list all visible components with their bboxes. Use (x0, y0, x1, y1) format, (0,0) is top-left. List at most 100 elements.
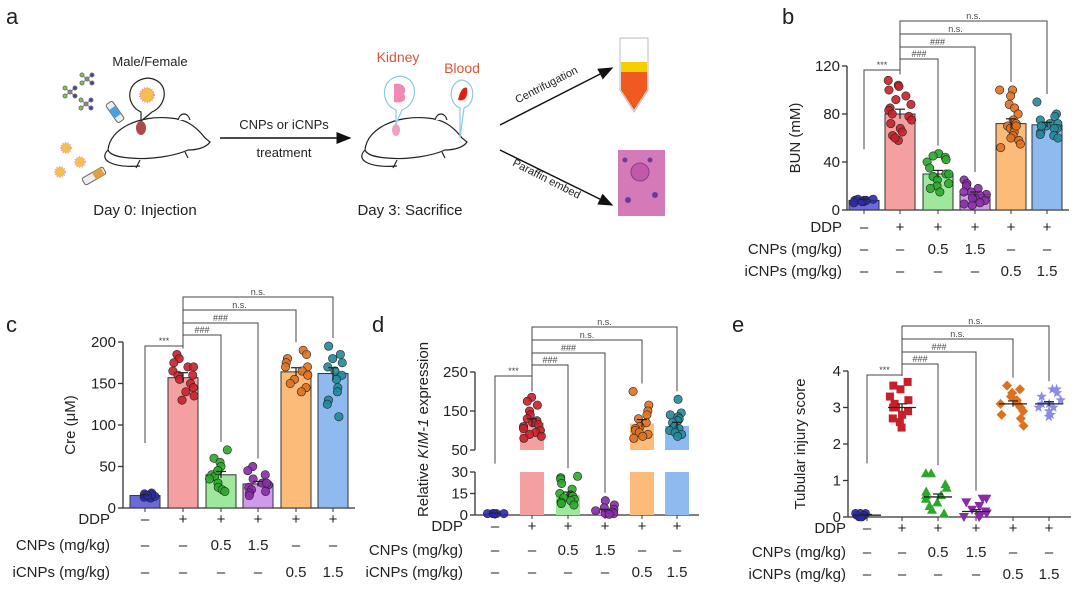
paraffin-arrow (499, 149, 614, 206)
data-point (974, 502, 985, 512)
data-point (1013, 109, 1023, 119)
data-point (629, 433, 639, 443)
data-point (1036, 391, 1047, 401)
data-point (941, 482, 952, 492)
data-point (935, 187, 945, 197)
y-tick-label: 30 (451, 464, 468, 481)
group-row-value: 0.5 (558, 542, 579, 559)
y-tick-label: 0 (832, 202, 840, 219)
group-row-value: 0.5 (1003, 566, 1024, 583)
data-point (175, 374, 185, 384)
group-row-value: – (1045, 544, 1054, 561)
group-row-value: – (254, 564, 263, 581)
data-point (1051, 387, 1063, 398)
data-point (213, 466, 223, 476)
group-row-value: 1.5 (965, 241, 986, 258)
day0-label: Day 0: Injection (93, 202, 196, 219)
data-point (944, 169, 954, 179)
data-point (887, 109, 897, 119)
data-point (901, 91, 911, 101)
data-point (1011, 121, 1021, 131)
data-point (1043, 405, 1055, 416)
data-point (324, 341, 334, 351)
data-point (1048, 402, 1059, 412)
data-point (959, 199, 969, 209)
data-point (1032, 97, 1042, 107)
data-point (959, 187, 969, 197)
group-row-value: + (528, 518, 537, 535)
group-row-value: – (1009, 544, 1018, 561)
data-point (189, 362, 199, 372)
group-row-value: 1.5 (667, 564, 688, 581)
data-point (303, 370, 313, 380)
data-point (1006, 133, 1016, 143)
y-tick-label: 80 (823, 106, 840, 123)
data-point (243, 466, 253, 476)
group-row-value: – (179, 564, 188, 581)
panel-label-c: c (6, 312, 17, 337)
y-axis-label: Cre (μM) (62, 395, 79, 454)
y-tick-label: 3 (833, 400, 841, 417)
bar (280, 371, 312, 509)
data-point (177, 395, 187, 405)
data-point (261, 486, 271, 496)
significance-label: n.s. (580, 330, 595, 340)
data-point (958, 513, 969, 522)
day3-label: Day 3: Sacrifice (357, 202, 462, 219)
group-row-value: – (491, 542, 500, 559)
bar-lower (520, 472, 544, 515)
data-point (522, 396, 532, 406)
group-row-value: + (934, 219, 943, 236)
data-point (895, 418, 904, 427)
group-row-value: + (638, 518, 647, 535)
y-axis-label: BUN (mM) (787, 103, 804, 174)
bar-lower (665, 472, 689, 515)
data-point (941, 155, 951, 165)
group-row-value: – (898, 566, 907, 583)
significance-label: ### (912, 354, 927, 364)
blood-label: Blood (444, 60, 480, 76)
group-row-value: – (972, 566, 981, 583)
data-point (518, 424, 528, 434)
data-point (323, 362, 333, 372)
kidney-label: Kidney (377, 49, 420, 65)
group-row-label: iCNPs (mg/kg) (748, 566, 846, 583)
y-tick-label: 150 (443, 403, 468, 420)
data-point (1055, 394, 1066, 405)
group-row-value: – (863, 566, 872, 583)
significance-label: ### (561, 343, 576, 353)
y-tick-label: 250 (443, 364, 468, 381)
group-row-value: 1.5 (1039, 566, 1060, 583)
group-row-label: CNPs (mg/kg) (748, 241, 842, 258)
significance-bracket (531, 326, 678, 392)
mouse-illustration (104, 77, 211, 169)
panel-label-a: a (6, 4, 19, 29)
data-point (638, 431, 648, 441)
data-point (920, 468, 931, 478)
data-point (591, 506, 601, 516)
group-row-label: CNPs (mg/kg) (369, 542, 463, 559)
group-row-value: + (564, 518, 573, 535)
data-point (1053, 133, 1063, 143)
data-point (890, 133, 900, 143)
group-row-value: – (898, 544, 907, 561)
significance-label: n.s. (968, 316, 983, 326)
group-row-value: 0.5 (928, 241, 949, 258)
treatment-label-2: treatment (257, 145, 312, 160)
data-point (189, 391, 199, 401)
group-row-value: – (896, 263, 905, 280)
group-row-value: + (934, 520, 943, 537)
molecule-icons (62, 72, 95, 111)
data-point (557, 478, 567, 488)
significance-label: n.s. (251, 287, 266, 297)
group-row-label: DDP (810, 219, 842, 236)
group-row-value: – (601, 564, 610, 581)
y-tick-label: 1 (833, 473, 841, 490)
group-row-value: – (934, 263, 943, 280)
group-row-value: – (292, 537, 301, 554)
data-point (888, 414, 897, 423)
group-row-value: – (141, 564, 150, 581)
significance-label: ### (930, 37, 945, 47)
y-tick-label: 4 (833, 363, 841, 380)
